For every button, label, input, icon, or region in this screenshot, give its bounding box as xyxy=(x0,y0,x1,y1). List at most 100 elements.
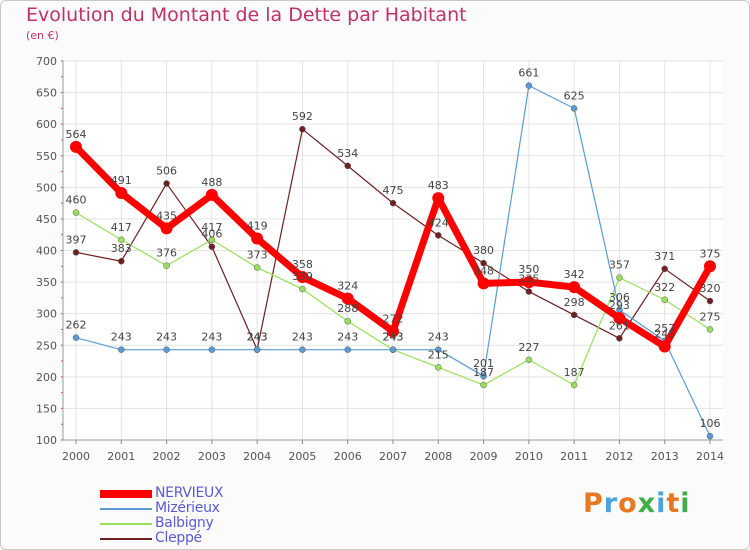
data-label-mizerieux: 306 xyxy=(609,291,630,304)
data-point-nervieux xyxy=(387,325,399,338)
data-label-nervieux: 358 xyxy=(292,258,313,271)
data-label-nervieux: 483 xyxy=(428,179,449,192)
data-point-nervieux xyxy=(70,140,82,153)
x-tick-label: 2008 xyxy=(424,450,452,463)
proxiti-logo: Proxiti xyxy=(583,488,691,519)
y-tick-label: 550 xyxy=(36,150,57,163)
data-label-cleppe: 261 xyxy=(609,319,630,332)
data-point-balbigny xyxy=(344,317,351,325)
data-point-mizerieux xyxy=(389,346,397,353)
logo-letter: t xyxy=(666,488,681,519)
data-point-mizerieux xyxy=(299,346,306,353)
logo-letter: o xyxy=(618,488,638,519)
x-tick-label: 2002 xyxy=(153,450,181,463)
data-point-balbigny xyxy=(208,236,216,244)
x-tick-label: 2006 xyxy=(334,450,362,463)
data-label-nervieux: 342 xyxy=(564,268,585,281)
data-label-cleppe: 534 xyxy=(337,147,358,160)
legend-label: Balbigny xyxy=(155,515,214,531)
data-label-balbigny: 275 xyxy=(700,310,721,323)
data-label-mizerieux: 243 xyxy=(247,331,268,344)
data-label-mizerieux: 201 xyxy=(473,357,494,370)
data-point-balbigny xyxy=(661,296,668,304)
y-tick-label: 350 xyxy=(36,276,57,289)
y-tick-label: 450 xyxy=(36,213,57,226)
data-label-balbigny: 376 xyxy=(156,247,177,260)
data-label-nervieux: 324 xyxy=(337,280,358,293)
x-tick-label: 2014 xyxy=(696,450,724,463)
data-label-balbigny: 288 xyxy=(337,302,358,315)
data-label-nervieux: 248 xyxy=(654,328,675,341)
data-label-mizerieux: 243 xyxy=(292,331,313,344)
y-tick-label: 100 xyxy=(36,434,57,447)
data-label-balbigny: 322 xyxy=(654,281,675,294)
data-label-balbigny: 227 xyxy=(518,341,539,354)
x-tick-label: 2012 xyxy=(605,450,633,463)
x-tick-label: 2009 xyxy=(470,450,498,463)
data-point-nervieux xyxy=(704,260,716,273)
data-point-cleppe xyxy=(72,249,80,256)
data-point-mizerieux xyxy=(118,346,125,353)
legend-label: NERVIEUX xyxy=(155,485,224,501)
data-point-cleppe xyxy=(435,232,442,239)
data-label-nervieux: 350 xyxy=(518,263,539,276)
data-label-nervieux: 488 xyxy=(201,176,222,189)
data-label-nervieux: 491 xyxy=(111,174,132,187)
data-label-cleppe: 397 xyxy=(66,233,87,246)
data-label-cleppe: 406 xyxy=(201,228,222,241)
data-label-balbigny: 215 xyxy=(428,348,449,361)
data-point-balbigny xyxy=(480,381,487,389)
data-point-cleppe xyxy=(299,125,306,133)
data-label-cleppe: 592 xyxy=(292,110,313,123)
data-point-nervieux xyxy=(341,292,354,305)
x-tick-label: 2003 xyxy=(198,450,226,463)
data-point-mizerieux xyxy=(208,346,216,353)
data-label-mizerieux: 243 xyxy=(383,331,404,344)
chart-title: Evolution du Montant de la Dette par Hab… xyxy=(26,4,467,26)
data-label-nervieux: 435 xyxy=(156,209,177,222)
data-label-cleppe: 380 xyxy=(473,244,494,257)
data-point-mizerieux xyxy=(163,346,170,353)
data-label-balbigny: 417 xyxy=(111,221,132,234)
data-label-mizerieux: 243 xyxy=(111,331,132,344)
legend-swatch xyxy=(100,538,152,540)
x-tick-label: 2004 xyxy=(243,450,271,463)
logo-letter: x xyxy=(637,488,657,519)
data-point-cleppe xyxy=(661,265,668,273)
data-label-cleppe: 243 xyxy=(247,331,268,344)
data-label-balbigny: 187 xyxy=(473,366,494,379)
data-label-balbigny: 243 xyxy=(383,331,404,344)
data-point-nervieux xyxy=(477,277,490,290)
data-point-nervieux xyxy=(251,232,264,245)
data-labels: 564 491 435 488 419 358 324 272 483 348 350 342 293 2… xyxy=(66,67,721,431)
y-tick-label: 650 xyxy=(36,87,57,100)
data-point-nervieux xyxy=(568,281,581,294)
y-tick-label: 400 xyxy=(36,245,57,258)
data-point-cleppe xyxy=(480,259,487,267)
data-point-balbigny xyxy=(118,236,125,244)
x-tick-label: 2010 xyxy=(515,450,543,463)
data-label-nervieux: 293 xyxy=(609,299,630,312)
series-lines xyxy=(70,82,716,440)
data-label-cleppe: 506 xyxy=(156,165,177,178)
data-label-mizerieux: 243 xyxy=(428,331,449,344)
logo-letter: P xyxy=(583,488,604,519)
data-point-mizerieux xyxy=(253,346,261,353)
legend-swatch xyxy=(100,523,152,525)
x-tick-label: 2000 xyxy=(62,450,90,463)
data-label-mizerieux: 661 xyxy=(518,67,539,80)
y-tick-label: 200 xyxy=(36,371,57,384)
data-label-mizerieux: 243 xyxy=(201,331,222,344)
data-label-cleppe: 383 xyxy=(111,242,132,255)
data-point-balbigny xyxy=(435,364,442,371)
data-label-mizerieux: 243 xyxy=(337,331,358,344)
data-point-mizerieux xyxy=(72,334,80,341)
data-point-cleppe xyxy=(616,335,623,342)
data-label-balbigny: 417 xyxy=(201,221,222,234)
data-label-mizerieux: 262 xyxy=(66,319,87,332)
data-label-cleppe: 298 xyxy=(564,296,585,309)
data-point-nervieux xyxy=(613,312,626,325)
y-tick-label: 700 xyxy=(36,55,57,68)
data-point-balbigny xyxy=(72,209,80,216)
logo-letter: i xyxy=(656,488,667,519)
